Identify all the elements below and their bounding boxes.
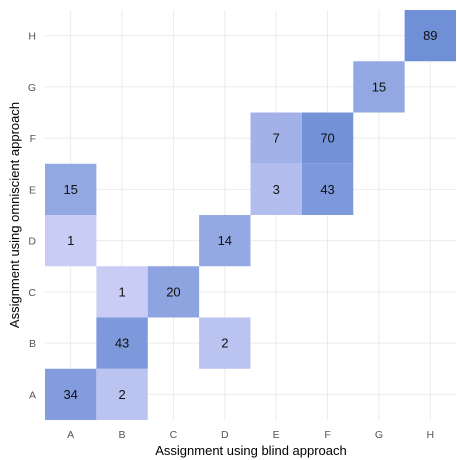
y-tick-label: B	[29, 338, 36, 350]
heatmap-cell-G-G	[353, 61, 405, 113]
heatmap-cell-D-B	[199, 317, 251, 369]
x-tick-label: A	[67, 429, 74, 441]
y-tick-label: H	[28, 31, 36, 43]
heatmap-cell-E-F	[250, 112, 302, 164]
cell-value-label: 34	[63, 387, 77, 402]
cell-value-label: 1	[118, 284, 125, 299]
cell-value-label: 20	[166, 284, 180, 299]
y-axis-title: Assignment using omniscient approach	[7, 102, 22, 328]
heatmap-cell-B-C	[96, 266, 148, 318]
x-axis-ticks: A B C D E F G H	[67, 429, 434, 441]
y-tick-label: C	[28, 287, 36, 299]
heatmap-cell-A-A	[45, 368, 97, 420]
x-tick-label: D	[221, 429, 229, 441]
cell-value-label: 7	[273, 131, 280, 146]
x-tick-label: C	[170, 429, 178, 441]
x-tick-label: E	[273, 429, 280, 441]
cell-value-label: 70	[320, 131, 334, 146]
y-axis-ticks: A B C D E F G H	[28, 31, 37, 402]
x-tick-label: F	[324, 429, 330, 441]
heatmap-cell-A-E	[45, 163, 97, 215]
y-tick-label: E	[29, 184, 36, 196]
cell-value-label: 3	[273, 182, 280, 197]
cell-value-label: 15	[63, 182, 77, 197]
x-tick-label: B	[119, 429, 126, 441]
y-tick-label: D	[28, 236, 36, 248]
heatmap-cells: 34 2 43 2 1 20 1 14 15 3 43 7 70 15 89	[45, 10, 456, 420]
cell-value-label: 1	[67, 233, 74, 248]
heatmap-cell-E-E	[250, 163, 302, 215]
y-tick-label: F	[30, 133, 36, 145]
cell-value-label: 89	[423, 28, 437, 43]
cell-value-label: 43	[115, 336, 129, 351]
cell-value-label: 15	[372, 79, 386, 94]
heatmap-cell-B-A	[96, 368, 148, 420]
cell-value-label: 14	[218, 233, 232, 248]
cell-value-label: 2	[118, 387, 125, 402]
heatmap-cell-H-H	[404, 10, 456, 62]
cell-value-label: 43	[320, 182, 334, 197]
y-tick-label: G	[28, 82, 36, 94]
cell-value-label: 2	[221, 336, 228, 351]
y-tick-label: A	[29, 389, 36, 401]
heatmap-cell-C-C	[147, 266, 200, 318]
heatmap-cell-F-E	[301, 163, 354, 215]
x-tick-label: H	[427, 429, 435, 441]
x-axis-title: Assignment using blind approach	[155, 443, 347, 458]
x-tick-label: G	[375, 429, 383, 441]
heatmap-cell-F-F	[301, 112, 354, 164]
heatmap-cell-D-D	[199, 215, 251, 267]
heatmap-cell-B-B	[96, 317, 148, 369]
heatmap-cell-A-D	[45, 215, 97, 267]
